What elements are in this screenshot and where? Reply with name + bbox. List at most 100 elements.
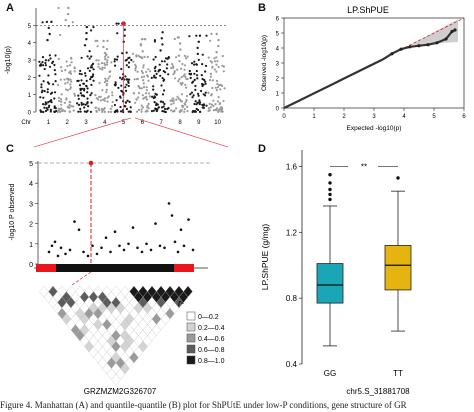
snp-point	[54, 107, 57, 110]
ld-legend-label: 0.6—0.8	[198, 347, 225, 354]
snp-point	[103, 107, 106, 110]
snp-point	[53, 105, 56, 108]
snp-point	[209, 106, 212, 109]
snp-point	[183, 64, 186, 67]
snp-point	[195, 63, 198, 66]
snp-point	[193, 72, 196, 75]
snp-point	[154, 96, 157, 99]
snp-point	[143, 75, 146, 78]
snp-point	[52, 83, 55, 86]
y-tick-label: 0.8	[286, 294, 298, 303]
snp-point	[198, 103, 201, 106]
chromosome-label: 10	[214, 120, 221, 126]
y-tick-label: 2	[276, 77, 280, 83]
snp-point	[180, 67, 183, 70]
snp-point	[67, 105, 70, 108]
snp-point	[179, 98, 182, 101]
snp-point	[138, 87, 141, 90]
snp-point	[125, 89, 128, 92]
snp-point	[86, 87, 89, 90]
snp-point	[140, 108, 143, 111]
snp-point	[117, 86, 120, 89]
snp-point	[39, 63, 43, 66]
snp-point	[173, 70, 176, 73]
snp-point	[188, 35, 191, 38]
snp-point	[137, 96, 140, 99]
snp-peak-point	[197, 40, 200, 43]
qq-content	[283, 17, 465, 109]
snp-point	[182, 74, 185, 77]
snp-point	[172, 66, 175, 69]
qq-point	[417, 44, 421, 48]
snp-point	[197, 101, 200, 104]
snp-point	[111, 100, 114, 104]
x-tick-label: 1	[312, 114, 316, 120]
snp-point	[92, 79, 95, 82]
snp-point	[113, 60, 116, 63]
snp-point	[119, 76, 122, 79]
y-axis-label: -log10 P observed	[9, 184, 16, 241]
snp-peak-point	[83, 44, 87, 47]
snp-point	[84, 103, 87, 106]
snp-point	[144, 38, 147, 41]
snp-point	[211, 86, 214, 90]
gene-utr-left	[36, 264, 56, 272]
snp-point	[119, 105, 122, 109]
snp-point	[152, 88, 155, 91]
snp-point	[199, 110, 202, 113]
snp-point	[183, 68, 186, 71]
snp-point	[73, 94, 77, 97]
snp-point	[161, 77, 164, 80]
snp-point	[142, 64, 145, 67]
snp-point	[125, 64, 128, 67]
snp-point	[137, 92, 141, 95]
snp-point	[160, 100, 163, 103]
snp-point	[113, 103, 116, 107]
snp-point	[86, 91, 89, 94]
snp-point	[64, 82, 67, 85]
snp-point	[108, 75, 111, 78]
snp-point	[210, 103, 213, 106]
snp-point	[173, 77, 177, 80]
snp-point	[98, 95, 101, 98]
snp-peak-point	[177, 36, 180, 39]
snp-point	[217, 65, 220, 69]
snp-point	[63, 101, 66, 104]
ld-legend-label: 0.8—1.0	[198, 358, 225, 365]
regional-point	[170, 214, 174, 217]
snp-point	[95, 59, 98, 62]
snp-point	[214, 103, 217, 106]
snp-point	[192, 94, 195, 97]
snp-point	[183, 54, 186, 58]
snp-point	[135, 65, 138, 68]
top-snp-point	[121, 21, 126, 26]
snp-point	[106, 39, 109, 43]
snp-point	[196, 77, 199, 80]
chromosome-label: 3	[84, 120, 88, 126]
snp-point	[68, 110, 71, 113]
snp-point	[181, 106, 184, 109]
snp-point	[66, 81, 69, 84]
x-tick-label: 3	[372, 114, 376, 120]
snp-point	[91, 62, 95, 65]
snp-point	[99, 95, 102, 98]
snp-point	[195, 69, 198, 73]
ld-legend-swatch	[186, 355, 196, 365]
snp-point	[222, 65, 225, 68]
snp-point	[145, 98, 148, 101]
snp-point	[66, 65, 69, 68]
snp-point	[195, 74, 199, 77]
snp-point	[208, 102, 211, 105]
snp-point	[181, 82, 184, 85]
snp-point	[146, 106, 149, 109]
snp-point	[101, 66, 104, 69]
snp-point	[210, 61, 214, 64]
snp-peak-point	[46, 38, 49, 42]
snp-point	[72, 109, 75, 112]
y-tick-label: 2	[29, 222, 33, 229]
snp-point	[201, 63, 204, 66]
snp-point	[85, 85, 88, 88]
snp-point	[214, 108, 217, 111]
snp-point	[66, 89, 70, 92]
boxplot-content: **	[316, 162, 412, 347]
